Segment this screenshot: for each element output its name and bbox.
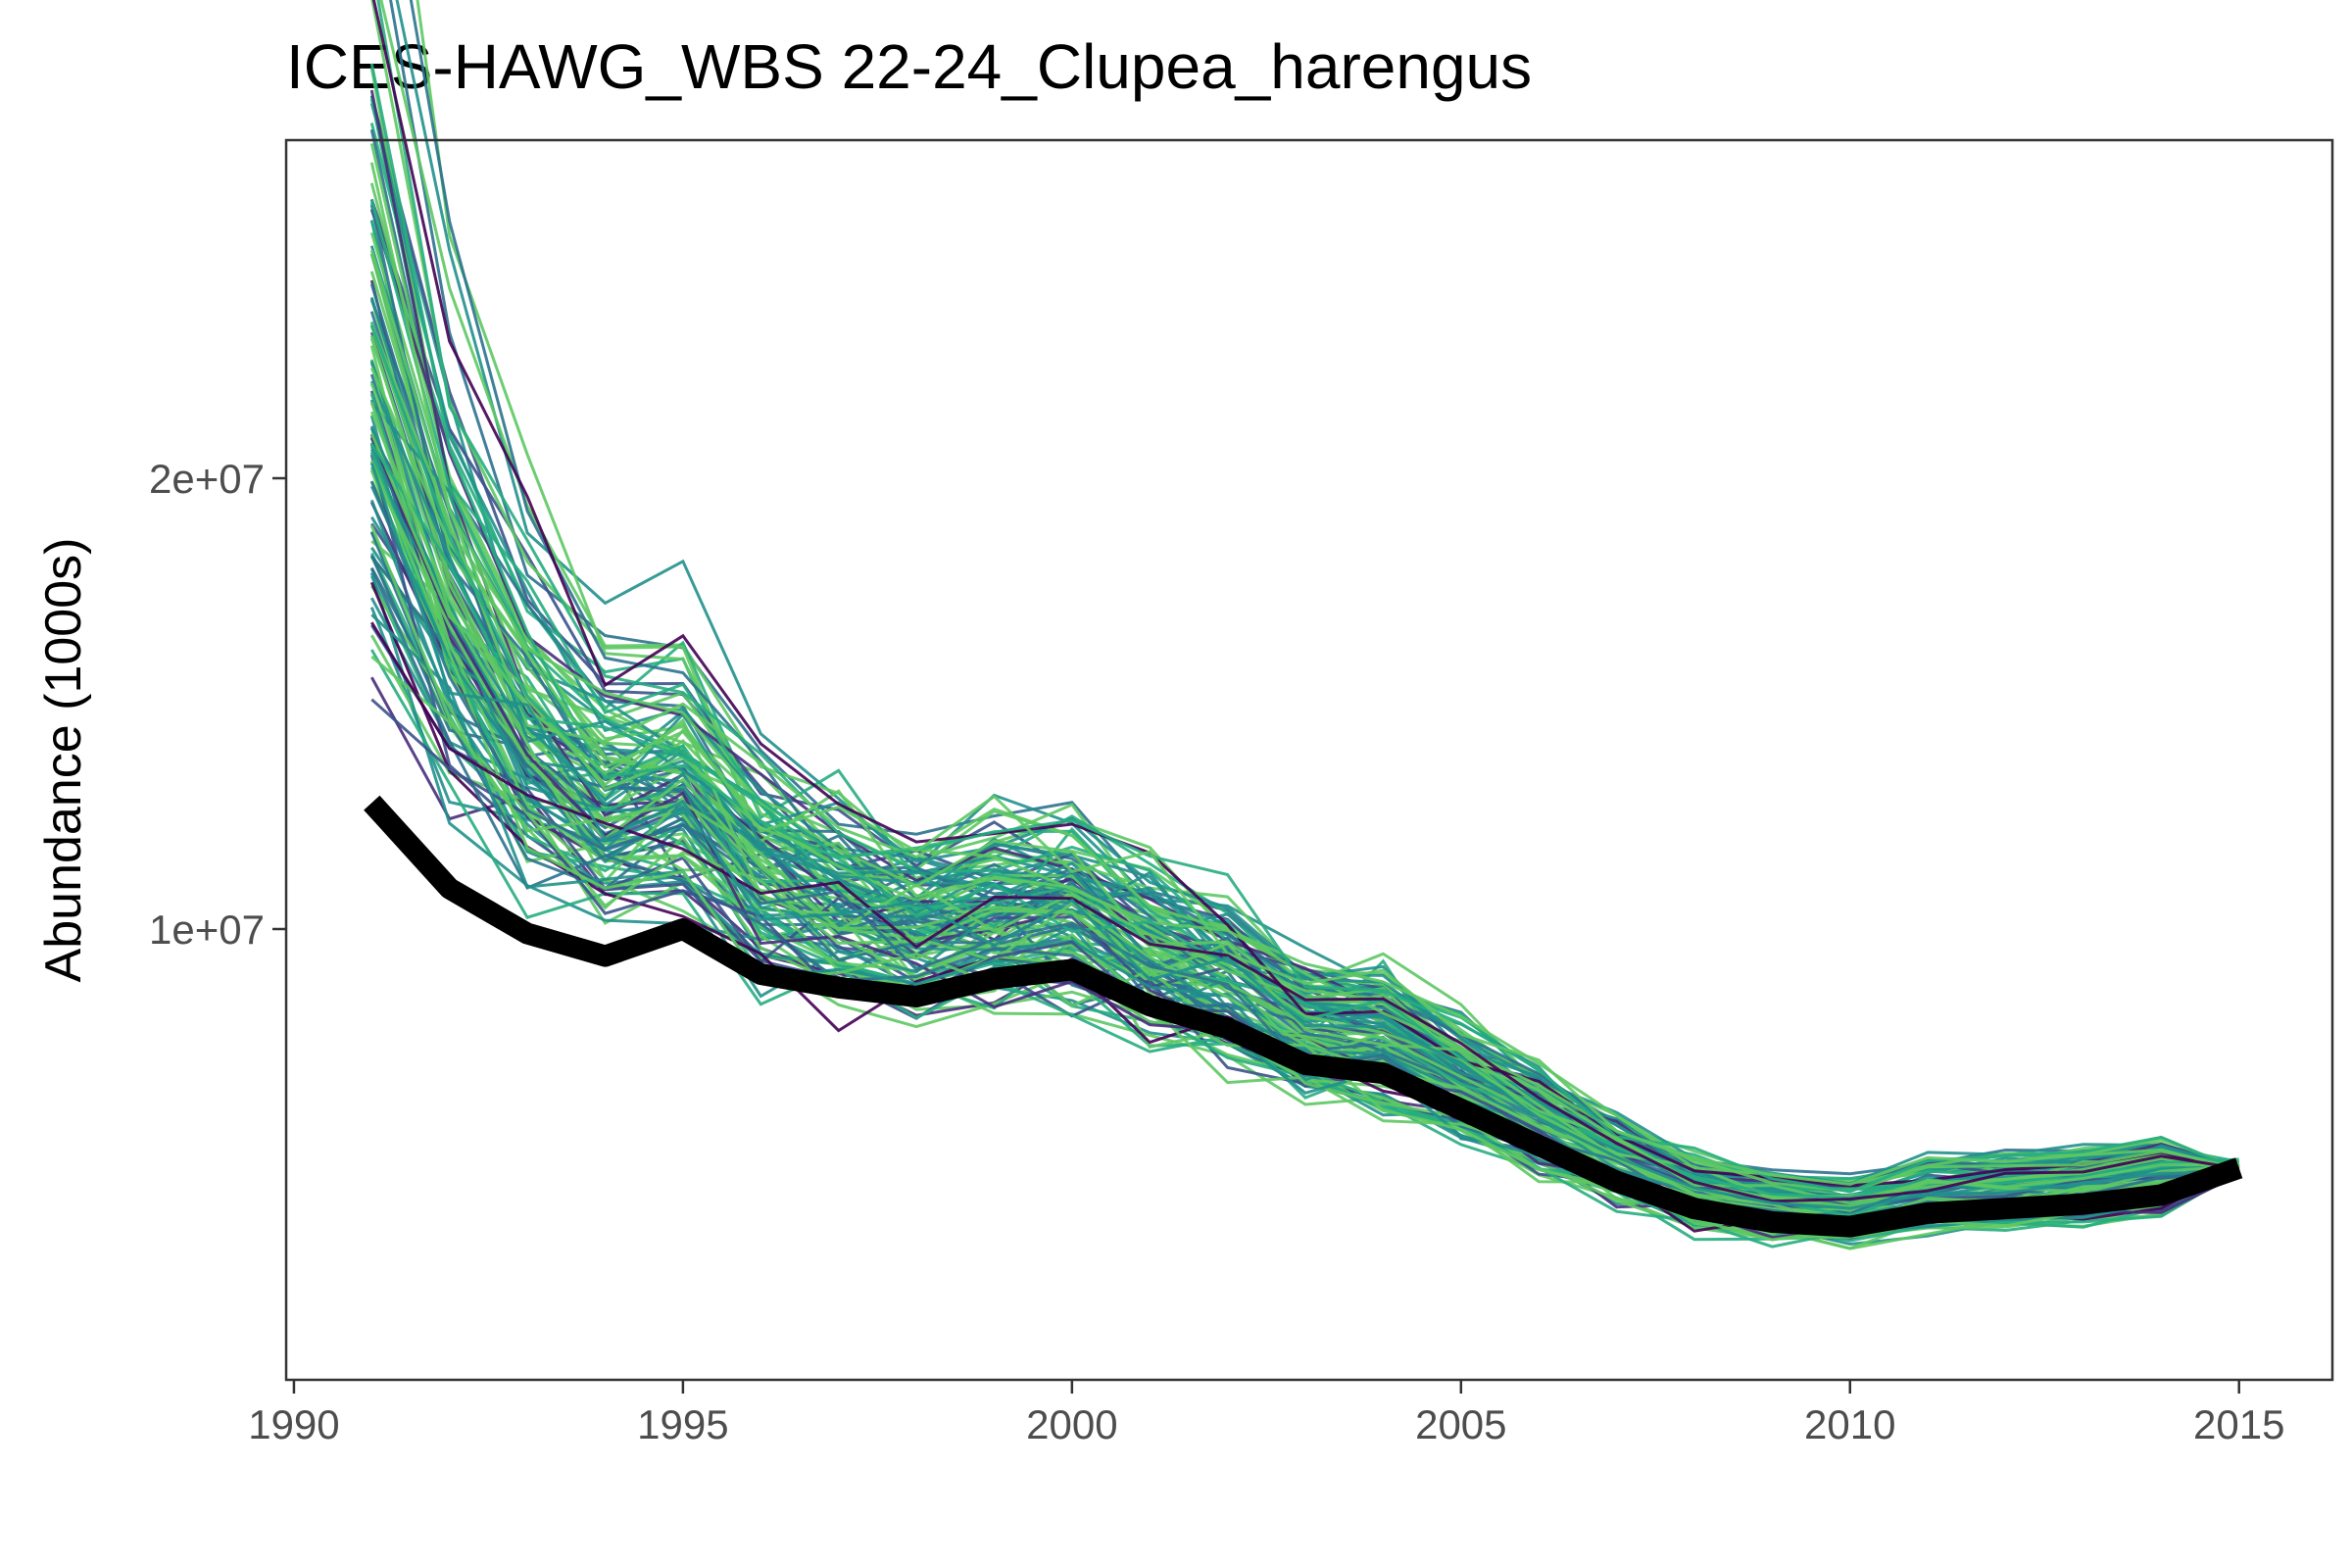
x-tick-label: 2000 xyxy=(1026,1401,1117,1447)
main-series-line xyxy=(364,795,2243,1238)
simulation-line xyxy=(369,469,2240,1241)
simulation-line xyxy=(369,572,2239,1233)
y-tick-label: 2e+07 xyxy=(149,456,265,502)
simulation-line xyxy=(369,524,2239,1212)
simulation-line xyxy=(370,621,2239,1203)
simulation-line xyxy=(369,530,2240,1247)
simulation-line xyxy=(369,454,2240,1239)
simulation-line xyxy=(369,463,2239,1210)
x-tick-label: 2015 xyxy=(2193,1401,2284,1447)
plot-panel-border xyxy=(284,138,2334,1382)
simulation-line xyxy=(369,607,2239,1215)
simulation-line xyxy=(369,555,2240,1250)
x-tick-label: 2010 xyxy=(1804,1401,1895,1447)
x-axis: 1990 1995 2000 2005 2010 2015 xyxy=(248,1380,2284,1447)
y-tick-label: 1e+07 xyxy=(149,906,265,953)
y-axis-label: Abundance (1000s) xyxy=(35,538,92,983)
simulation-line xyxy=(369,411,2240,1187)
simulation-line xyxy=(369,451,2240,1242)
y-axis: 1e+07 2e+07 xyxy=(149,456,286,953)
simulation-line xyxy=(370,624,2239,1207)
simulation-line xyxy=(369,581,2240,1233)
chart-title: ICES-HAWG_WBS 22-24_Clupea_harengus xyxy=(286,31,1532,102)
main-series xyxy=(364,795,2243,1238)
x-tick-label: 1990 xyxy=(248,1401,339,1447)
x-tick-label: 1995 xyxy=(637,1401,728,1447)
x-tick-label: 2005 xyxy=(1415,1401,1506,1447)
simulation-line xyxy=(370,443,2240,1194)
simulation-line xyxy=(369,360,2240,1227)
